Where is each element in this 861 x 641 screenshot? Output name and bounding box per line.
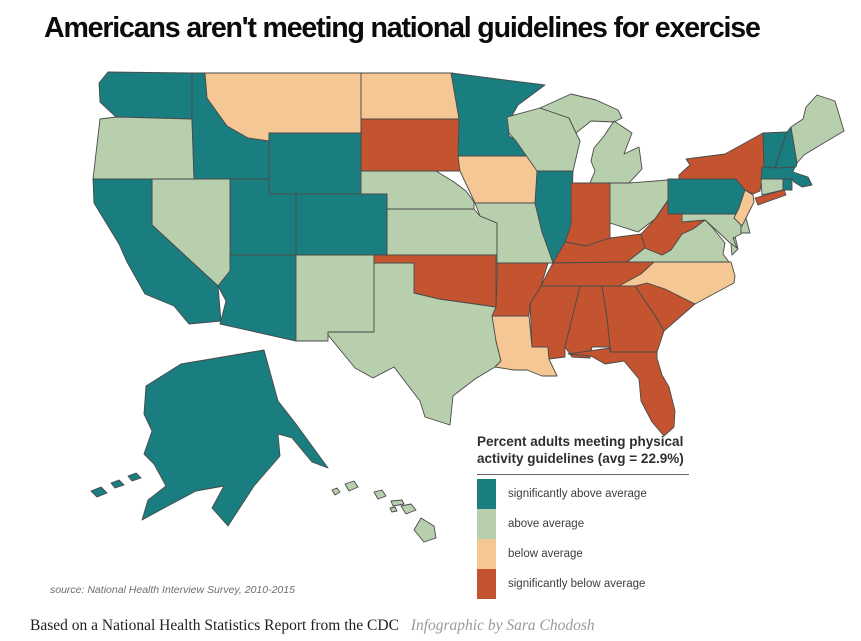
- state-CO: [295, 193, 388, 256]
- legend-swatch-below: [477, 538, 496, 569]
- legend-rows: significantly above average above average…: [477, 478, 707, 599]
- legend-item-below: below average: [477, 538, 707, 569]
- footer-credit: Infographic by Sara Chodosh: [410, 617, 595, 634]
- legend-swatch-sig_below: [477, 568, 496, 599]
- footer: Based on a National Health Statistics Re…: [30, 617, 850, 635]
- legend-item-sig_below: significantly below average: [477, 568, 707, 599]
- state-ND: [360, 72, 460, 120]
- state-AZ: [217, 254, 297, 342]
- state-NM: [295, 254, 375, 342]
- state-AK: [90, 349, 329, 527]
- legend-swatch-above: [477, 508, 496, 539]
- state-SD: [360, 118, 461, 172]
- legend-label: significantly below average: [508, 577, 646, 590]
- legend-swatch-sig_above: [477, 478, 496, 509]
- legend-title: Percent adults meeting physical activity…: [477, 434, 689, 475]
- state-PA: [667, 178, 746, 215]
- state-WY: [268, 132, 362, 195]
- state-FL: [567, 347, 676, 437]
- source-note: source: National Health Interview Survey…: [50, 584, 295, 596]
- state-IN: [564, 182, 611, 247]
- state-MI: [539, 93, 643, 184]
- legend-item-above: above average: [477, 508, 707, 539]
- state-NH: [774, 126, 798, 169]
- map-legend: Percent adults meeting physical activity…: [477, 434, 707, 599]
- state-CA: [92, 178, 222, 325]
- state-HI: [331, 480, 437, 543]
- state-NC: [618, 261, 736, 305]
- state-ME: [790, 94, 845, 164]
- state-MA: [760, 163, 813, 188]
- state-OR: [92, 116, 195, 180]
- legend-label: significantly above average: [508, 487, 647, 500]
- state-TX: [327, 262, 502, 426]
- state-NJ: [733, 189, 755, 227]
- legend-label: above average: [508, 517, 585, 530]
- footer-text: Based on a National Health Statistics Re…: [30, 617, 399, 634]
- page-title: Americans aren't meeting national guidel…: [44, 12, 761, 44]
- state-WA: [98, 71, 193, 120]
- legend-label: below average: [508, 547, 583, 560]
- legend-item-sig_above: significantly above average: [477, 478, 707, 509]
- state-RI: [782, 178, 793, 191]
